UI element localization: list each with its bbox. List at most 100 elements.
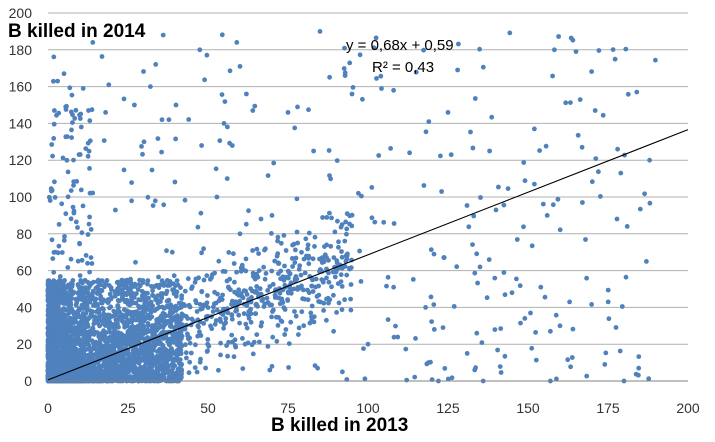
data-point	[509, 290, 515, 296]
data-point	[349, 91, 355, 97]
data-point	[85, 354, 91, 359]
data-point	[145, 278, 151, 283]
data-point	[225, 124, 230, 130]
data-point	[293, 313, 299, 319]
data-point	[532, 181, 537, 187]
data-point	[449, 375, 455, 381]
data-point	[70, 120, 75, 125]
data-point	[428, 359, 433, 365]
data-point	[308, 310, 314, 316]
data-point	[498, 326, 504, 331]
data-point	[331, 292, 336, 298]
data-point	[100, 321, 106, 327]
data-point	[340, 369, 345, 375]
data-point	[69, 351, 75, 356]
data-point	[310, 289, 316, 294]
data-point	[448, 152, 454, 158]
data-point	[165, 336, 171, 342]
data-point	[317, 29, 323, 34]
data-point	[58, 317, 64, 323]
data-point	[83, 253, 89, 258]
data-point	[81, 368, 87, 374]
data-point	[593, 156, 599, 162]
data-point	[48, 186, 54, 192]
data-point	[51, 78, 56, 84]
data-point	[277, 301, 283, 307]
data-point	[143, 330, 149, 336]
data-point	[223, 320, 229, 326]
data-point	[138, 297, 144, 303]
data-point	[161, 283, 167, 288]
x-tick-labels: 0 25 50 75 100 125 150 175 200	[44, 400, 700, 416]
data-point	[478, 195, 483, 200]
data-point	[538, 284, 544, 290]
data-point	[212, 270, 218, 276]
data-point	[204, 273, 210, 278]
data-point	[144, 353, 150, 359]
x-tick-label: 100	[356, 400, 380, 416]
data-point	[66, 308, 71, 314]
data-point	[122, 372, 128, 378]
data-point	[339, 249, 344, 254]
data-point	[59, 201, 65, 207]
data-point	[52, 179, 57, 185]
data-point	[108, 304, 114, 310]
data-point	[120, 278, 126, 283]
data-point	[46, 346, 51, 352]
data-point	[51, 349, 56, 355]
data-point	[193, 298, 199, 303]
data-point	[644, 259, 649, 264]
data-point	[319, 277, 325, 282]
data-point	[334, 258, 340, 264]
data-point	[150, 292, 155, 298]
data-point	[468, 129, 473, 135]
data-point	[50, 153, 55, 159]
data-point	[174, 278, 180, 283]
data-point	[52, 108, 57, 113]
data-point	[350, 85, 356, 90]
data-point	[279, 319, 285, 324]
data-point	[253, 311, 259, 316]
data-point	[203, 365, 209, 371]
data-point	[58, 280, 63, 286]
data-point	[285, 289, 291, 295]
data-point	[292, 309, 297, 314]
data-point	[619, 304, 625, 309]
data-point	[96, 342, 102, 348]
data-point	[517, 283, 523, 289]
data-point	[68, 216, 74, 222]
data-point	[334, 310, 339, 315]
data-point	[529, 345, 535, 351]
data-point	[294, 229, 300, 235]
data-point	[154, 365, 160, 371]
data-point	[217, 138, 223, 144]
data-point	[128, 330, 134, 336]
data-point	[86, 315, 92, 321]
data-point	[297, 263, 303, 269]
data-point	[65, 299, 71, 304]
data-point	[164, 298, 170, 304]
data-point	[95, 361, 101, 366]
data-point	[339, 254, 345, 260]
data-point	[208, 323, 213, 329]
data-point	[445, 376, 451, 382]
data-point	[442, 366, 448, 371]
data-point	[137, 336, 143, 341]
data-point	[324, 317, 329, 323]
data-point	[48, 287, 53, 293]
data-point	[550, 73, 555, 79]
data-point	[52, 295, 58, 301]
data-point	[221, 121, 227, 126]
data-point	[87, 166, 92, 171]
data-point	[431, 251, 437, 257]
data-point	[224, 176, 230, 182]
data-point	[521, 160, 527, 165]
x-tick-label: 125	[436, 400, 460, 416]
data-point	[615, 146, 620, 152]
data-point	[69, 92, 75, 98]
data-point	[70, 347, 76, 352]
data-point	[243, 256, 249, 262]
data-point	[155, 136, 161, 142]
data-point	[214, 194, 220, 200]
